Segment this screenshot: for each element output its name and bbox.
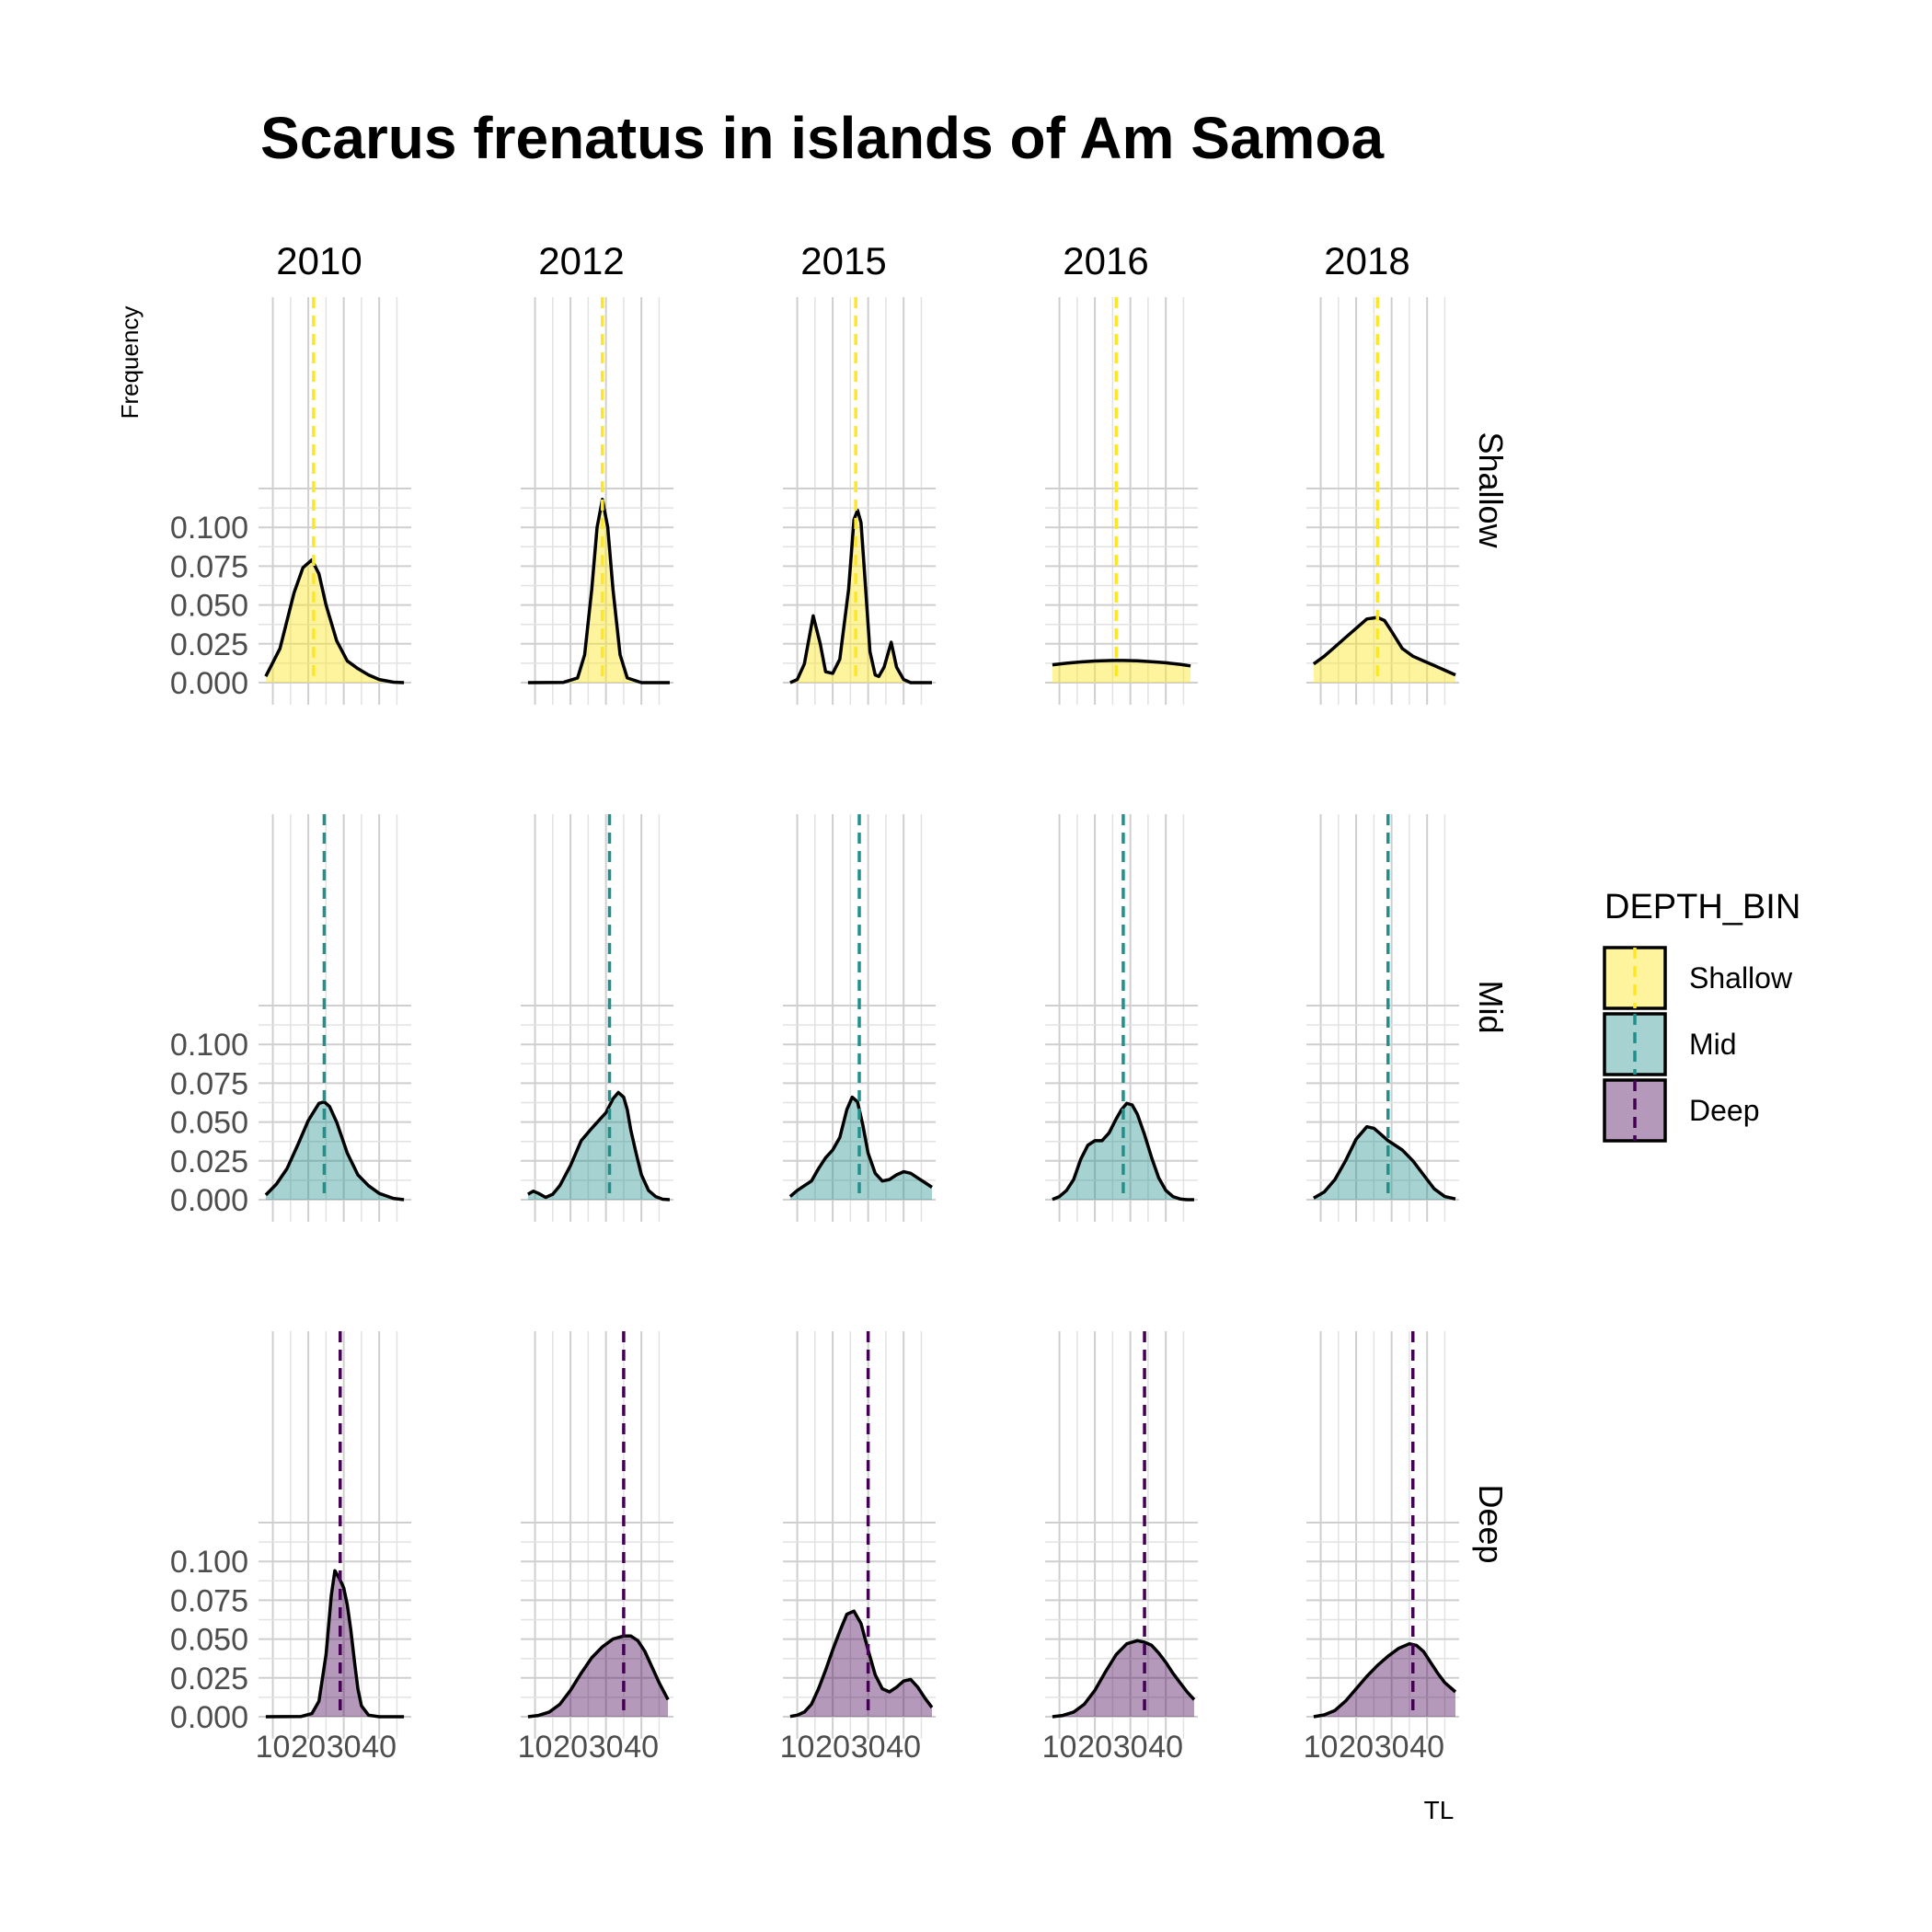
y-tick-label: 0.025 [170, 627, 248, 662]
y-tick-label: 0.100 [170, 1545, 248, 1580]
x-tick-label: 10 [256, 1730, 291, 1765]
strip-col-2016: 2016 [1063, 239, 1148, 282]
x-tick-label: 30 [327, 1730, 362, 1765]
x-tick-label: 40 [362, 1730, 397, 1765]
density-line [1052, 659, 1191, 668]
density-line [264, 1099, 405, 1202]
density-area [527, 1636, 669, 1717]
x-tick-label: 30 [1374, 1730, 1409, 1765]
y-tick-label: 0.100 [170, 1028, 248, 1063]
x-tick-label: 40 [1148, 1730, 1183, 1765]
x-tick-label: 40 [1409, 1730, 1444, 1765]
density-area [1313, 617, 1455, 683]
density-area [527, 1092, 670, 1200]
density-line [1052, 1639, 1196, 1719]
legend: DEPTH_BIN Shallow Mid Deep [1603, 888, 1800, 1143]
x-tick-label: 20 [291, 1730, 326, 1765]
panel-mid-2010 [259, 814, 411, 1222]
density-line [1313, 1124, 1456, 1201]
density-area [1052, 660, 1191, 683]
legend-label-mid: Mid [1689, 1028, 1737, 1061]
y-tick-label: 0.050 [170, 1106, 248, 1141]
density-line [527, 1634, 670, 1719]
x-tick-label: 10 [1304, 1730, 1339, 1765]
panel-shallow-2016 [1045, 297, 1198, 705]
strip-row-shallow: Shallow [1472, 431, 1510, 548]
density-area [789, 1097, 932, 1200]
y-tick-label: 0.025 [170, 1662, 248, 1696]
density-area [789, 1611, 932, 1717]
x-tick-label: 30 [589, 1730, 624, 1765]
strip-row-mid: Mid [1472, 980, 1510, 1033]
panel-mid-2015 [783, 814, 936, 1222]
strip-col-2018: 2018 [1324, 239, 1409, 282]
x-tick-label: 30 [851, 1730, 886, 1765]
panel-shallow-2012 [521, 297, 673, 705]
density-line [789, 1609, 934, 1719]
x-tick-label: 30 [1113, 1730, 1148, 1765]
x-tick-label: 40 [886, 1730, 921, 1765]
panel-deep-2010 [259, 1331, 411, 1739]
x-tick-label: 20 [1339, 1730, 1374, 1765]
y-tick-label: 0.075 [170, 549, 248, 584]
density-area [265, 1570, 405, 1717]
density-area [527, 499, 670, 683]
density-line [1312, 615, 1456, 677]
panel-deep-2018 [1306, 1331, 1459, 1739]
panel-mid-2016 [1045, 814, 1198, 1222]
x-tick-label: 20 [1077, 1730, 1112, 1765]
panel-mid-2018 [1306, 814, 1459, 1222]
x-tick-label: 10 [780, 1730, 815, 1765]
density-line [527, 1090, 671, 1202]
density-area [1313, 1643, 1455, 1717]
panel-shallow-2015 [783, 297, 936, 705]
density-line [1313, 1641, 1457, 1719]
y-tick-label: 0.000 [170, 1183, 248, 1218]
density-line [264, 558, 405, 684]
x-tick-label: 40 [624, 1730, 659, 1765]
density-line [1052, 1101, 1194, 1202]
y-tick-label: 0.050 [170, 1623, 248, 1658]
panel-deep-2016 [1045, 1331, 1198, 1739]
strip-row-deep: Deep [1472, 1484, 1510, 1563]
strip-col-2010: 2010 [276, 239, 362, 282]
legend-label-shallow: Shallow [1689, 961, 1793, 995]
panel-deep-2015 [783, 1331, 936, 1739]
panel-deep-2012 [521, 1331, 673, 1739]
density-line [265, 1569, 405, 1719]
panel-shallow-2010 [259, 297, 411, 705]
x-axis-label: TL [1424, 1796, 1455, 1824]
x-tick-label: 20 [815, 1730, 850, 1765]
panel-shallow-2018 [1306, 297, 1459, 705]
y-axis-label: Frequency [116, 306, 144, 420]
y-tick-label: 0.075 [170, 1066, 248, 1101]
density-area [265, 559, 405, 683]
y-tick-label: 0.000 [170, 666, 248, 701]
strip-col-2012: 2012 [538, 239, 624, 282]
chart-title: Scarus frenatus in islands of Am Samoa [260, 105, 1385, 171]
density-line [789, 508, 932, 684]
y-tick-label: 0.075 [170, 1583, 248, 1618]
density-line [527, 498, 670, 684]
legend-title: DEPTH_BIN [1604, 888, 1800, 926]
y-tick-label: 0.025 [170, 1144, 248, 1179]
x-tick-label: 10 [1042, 1730, 1077, 1765]
panel-mid-2012 [521, 814, 673, 1222]
y-tick-label: 0.100 [170, 511, 248, 546]
density-area [1052, 1640, 1194, 1717]
density-area [789, 510, 932, 683]
density-area [265, 1101, 405, 1200]
y-tick-label: 0.050 [170, 589, 248, 624]
legend-label-deep: Deep [1689, 1094, 1760, 1127]
strip-col-2015: 2015 [800, 239, 886, 282]
x-tick-label: 10 [518, 1730, 553, 1765]
density-area [1313, 1126, 1455, 1200]
y-tick-label: 0.000 [170, 1700, 248, 1735]
x-tick-label: 20 [553, 1730, 588, 1765]
